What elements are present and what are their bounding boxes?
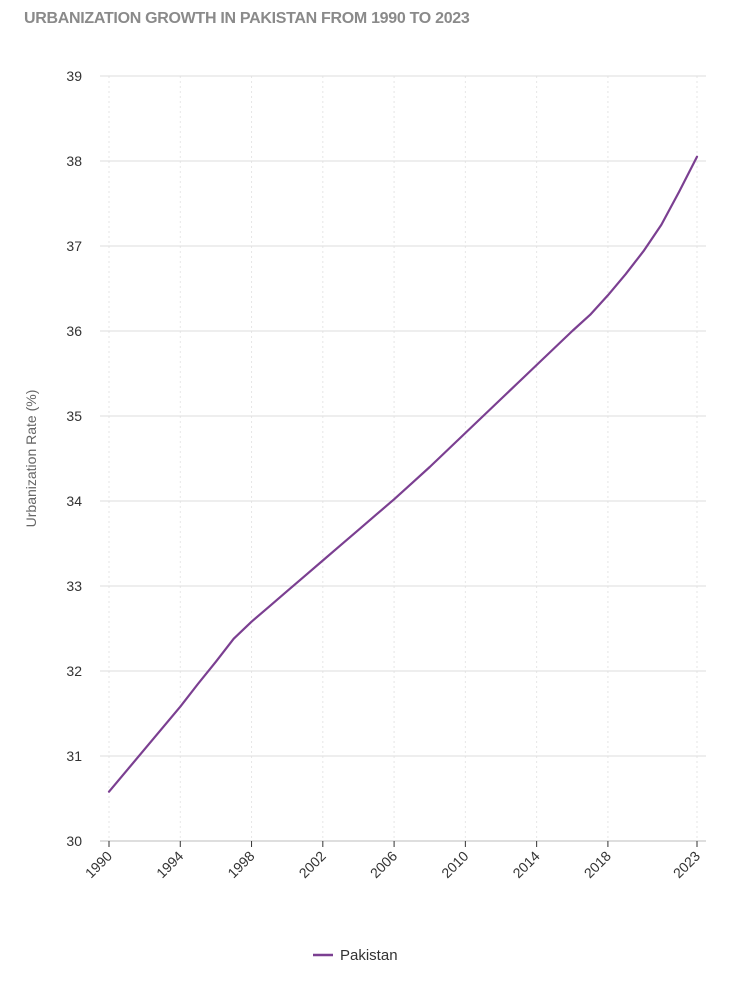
x-tick-label: 2023 [670,848,703,881]
x-tick-label: 2006 [367,848,400,881]
y-tick-label: 36 [66,323,82,339]
chart-title: URBANIZATION GROWTH IN PAKISTAN FROM 199… [24,10,470,27]
y-tick-label: 39 [66,68,82,84]
y-tick-label: 37 [66,238,82,254]
x-tick-label: 1990 [82,848,115,881]
legend-label: Pakistan [340,947,398,964]
y-tick-label: 34 [66,493,82,509]
grid-lines [100,75,706,842]
legend: Pakistan [313,947,398,964]
y-tick-label: 35 [66,408,82,424]
y-axis-label: Urbanization Rate (%) [23,390,39,528]
y-tick-label: 38 [66,153,82,169]
x-tick-label: 1998 [224,848,257,881]
y-tick-label: 30 [66,833,82,849]
x-tick-label: 2018 [581,848,614,881]
series-line-pakistan [107,155,699,793]
y-tick-label: 31 [66,748,82,764]
x-tick-label: 2010 [438,848,471,881]
x-tick-label: 1994 [153,848,186,881]
y-tick-label: 33 [66,578,82,594]
x-tick-label: 2014 [509,848,542,881]
x-axis: 1990 1994 1998 2002 2006 2010 2014 2018 2023 [82,841,703,881]
x-tick-label: 2002 [296,848,329,881]
y-axis: 30 31 32 33 34 35 36 37 38 39 [66,68,82,849]
y-tick-label: 32 [66,663,82,679]
